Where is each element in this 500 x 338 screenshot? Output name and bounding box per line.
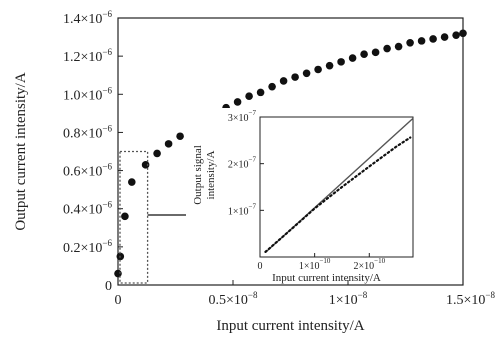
- y-tick-label: 1.0×10−6: [63, 85, 112, 103]
- y-tick-label: 0.8×10−6: [63, 123, 112, 141]
- data-point: [417, 37, 426, 45]
- data-point: [153, 149, 161, 158]
- x-tick-label: 0: [115, 293, 122, 308]
- y-tick-label: 1.4×10−6: [63, 9, 112, 27]
- y-tick-label: 0.4×10−6: [63, 200, 112, 218]
- data-point: [233, 98, 242, 106]
- data-point: [291, 73, 299, 81]
- data-point: [268, 82, 276, 91]
- data-point: [371, 48, 380, 57]
- inset-y-axis-title: intensity/A: [205, 151, 217, 200]
- y-tick-label: 0: [105, 279, 112, 294]
- inset-x-axis-title: Input current intensity/A: [272, 272, 381, 284]
- data-point: [164, 140, 173, 148]
- x-tick-label: 0.5×10−8: [209, 290, 258, 308]
- inset-x-tick-label: 1×10−10: [299, 257, 331, 272]
- inset-x-tick-label: 2×10−10: [353, 257, 385, 272]
- data-point: [440, 33, 449, 41]
- y-tick-label: 0.6×10−6: [63, 162, 112, 180]
- inset-x-tick-label: 0: [258, 261, 263, 272]
- data-point: [325, 61, 334, 70]
- y-tick-label: 1.2×10−6: [63, 47, 112, 65]
- data-point: [128, 178, 136, 186]
- data-point: [256, 88, 265, 97]
- inset-y-tick-label: 3×10−7: [228, 109, 257, 124]
- inset-y-axis-title: Output signal: [192, 145, 204, 205]
- data-point: [452, 31, 460, 39]
- zoom-selection-box: [119, 150, 149, 284]
- inset-series-line-dotted: [264, 136, 412, 253]
- main-chart: 0 0.2×10−6 0.4×10−6 0.6×10−6 0.8×10−6 1.0×10−…: [13, 9, 495, 334]
- x-tick-label: 1×10−8: [329, 290, 368, 308]
- data-point: [394, 42, 403, 51]
- data-point: [279, 77, 288, 85]
- data-point: [114, 269, 122, 278]
- plot-frame: [117, 17, 464, 286]
- data-point: [459, 29, 467, 38]
- data-point: [176, 132, 184, 141]
- inset-frame: [259, 116, 414, 258]
- data-point: [360, 50, 368, 59]
- data-point: [337, 58, 345, 66]
- data-point: [348, 54, 357, 62]
- x-axis-title: Input current intensity/A: [216, 318, 364, 334]
- data-point: [302, 69, 311, 78]
- data-point: [429, 35, 437, 43]
- data-point: [383, 44, 391, 53]
- inset-y-tick-label: 2×10−7: [228, 156, 257, 171]
- data-point: [406, 38, 414, 47]
- inset-background: [186, 108, 418, 280]
- x-tick-label: 1.5×10−8: [446, 290, 495, 308]
- inset-y-tick-label: 1×10−7: [228, 202, 257, 217]
- data-point: [314, 65, 322, 74]
- y-axis-title: Output current intensity/A: [13, 72, 29, 230]
- data-point: [141, 161, 150, 169]
- data-point: [245, 92, 253, 100]
- data-point: [121, 212, 129, 221]
- y-tick-label: 0.2×10−6: [63, 238, 112, 256]
